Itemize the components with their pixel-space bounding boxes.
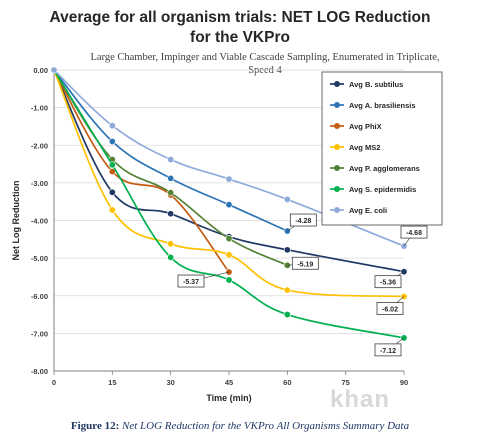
annotation-box <box>376 302 404 315</box>
chart-series <box>50 66 408 342</box>
x-tick-label: 90 <box>400 378 408 387</box>
legend-swatch-marker <box>334 123 340 129</box>
chart-title: Average for all organism trials: NET LOG… <box>0 8 480 48</box>
series-line <box>53 69 405 298</box>
legend-label: Avg PhiX <box>349 122 382 131</box>
y-tick-label: -2.00 <box>31 141 48 150</box>
data-point <box>167 253 175 261</box>
data-point <box>225 251 233 259</box>
y-tick-label: -7.00 <box>31 329 48 338</box>
x-tick-label: 75 <box>341 378 349 387</box>
annotation-label: -4.28 <box>295 218 311 225</box>
legend-swatch-marker <box>334 165 340 171</box>
annotation-box <box>400 225 428 239</box>
data-point <box>108 188 116 196</box>
annotation-label: -5.37 <box>183 279 199 286</box>
figure-caption-label: Figure 12: <box>70 420 120 432</box>
data-point <box>167 156 175 164</box>
data-point <box>108 137 116 145</box>
data-point <box>283 286 291 294</box>
annotation-label: -5.19 <box>297 261 313 268</box>
chart-subtitle-line-2: Speed 4 <box>248 65 282 76</box>
chart-legend: Avg B. subtilus Avg A. brasiliensis Avg Ph… <box>321 71 443 226</box>
x-axis-title: Time (min) <box>206 393 251 403</box>
annotation-box <box>291 256 319 270</box>
data-point <box>108 122 116 130</box>
data-point <box>167 210 175 218</box>
annotation-label: -7.12 <box>380 348 396 355</box>
legend-label: Avg B. subtilus <box>349 80 403 89</box>
y-tick-label: -6.00 <box>31 292 48 301</box>
data-point <box>283 311 291 319</box>
chart-subtitle-line-1: Large Chamber, Impinger and Viable Casca… <box>90 52 440 63</box>
annotation-label: -6.02 <box>382 307 398 314</box>
data-point <box>283 195 291 203</box>
data-point <box>225 276 233 284</box>
y-tick-label: -1.00 <box>31 104 48 113</box>
watermark: khan <box>330 386 391 413</box>
y-tick-label: -8.00 <box>31 367 48 376</box>
data-point <box>225 201 233 209</box>
annotation-box <box>289 213 317 227</box>
chart-annotations: -4.28 -4.68 -5.19 -5.37 -5.36 -6.02 -7.12 <box>177 213 428 357</box>
legend-swatch-marker <box>334 102 340 108</box>
legend-swatch-marker <box>334 81 340 87</box>
annotation-label: -5.36 <box>380 280 396 287</box>
data-point <box>225 175 233 183</box>
legend-swatch-marker <box>334 207 340 213</box>
annotation-label: -4.68 <box>406 230 422 237</box>
y-tick-label: -5.00 <box>31 254 48 263</box>
y-tick-label: -4.00 <box>31 217 48 226</box>
legend-label: Avg S. epidermidis <box>349 185 416 194</box>
y-axis-title: Net Log Reduction <box>11 181 21 261</box>
data-point <box>400 268 408 276</box>
annotation-box <box>177 274 205 288</box>
annotation-box <box>374 343 402 357</box>
x-tick-label: 0 <box>52 378 56 387</box>
figure-caption: Figure 12: Net LOG Reduction for the VKP… <box>0 420 480 432</box>
y-tick-label: 0.00 <box>33 66 48 75</box>
series-line <box>53 69 405 339</box>
legend-label: Avg E. coli <box>349 206 387 215</box>
data-point <box>167 240 175 248</box>
legend-box <box>321 71 443 226</box>
y-tick-label: -3.00 <box>31 179 48 188</box>
annotation-box <box>374 275 402 289</box>
legend-label: Avg MS2 <box>349 143 380 152</box>
series-line <box>53 69 288 267</box>
data-point <box>50 66 58 74</box>
data-point <box>283 227 291 235</box>
series-line <box>53 69 230 273</box>
legend-label: Avg P. agglomerans <box>349 164 420 173</box>
data-point <box>167 189 175 197</box>
chart-title-line-1: Average for all organism trials: NET LOG… <box>49 9 431 26</box>
chart-title-line-2: for the VKPro <box>190 29 290 46</box>
chart-subtitle: Large Chamber, Impinger and Viable Casca… <box>70 51 460 77</box>
series-line <box>53 69 405 273</box>
data-point <box>283 246 291 254</box>
data-point <box>167 174 175 182</box>
data-point <box>225 235 233 243</box>
data-point <box>108 161 116 169</box>
x-tick-label: 30 <box>166 378 174 387</box>
x-tick-label: 15 <box>108 378 116 387</box>
figure-caption-text: Net LOG Reduction for the VKPro All Orga… <box>122 420 410 432</box>
legend-swatch-marker <box>334 144 340 150</box>
legend-label: Avg A. brasiliensis <box>349 101 416 110</box>
legend-swatch-marker <box>334 186 340 192</box>
x-tick-label: 45 <box>225 378 233 387</box>
data-point <box>108 206 116 214</box>
x-tick-label: 60 <box>283 378 291 387</box>
line-chart: 0.00 -1.00 -2.00 -3.00 -4.00 -5.00 -6.00 -7.00 -… <box>11 66 443 403</box>
